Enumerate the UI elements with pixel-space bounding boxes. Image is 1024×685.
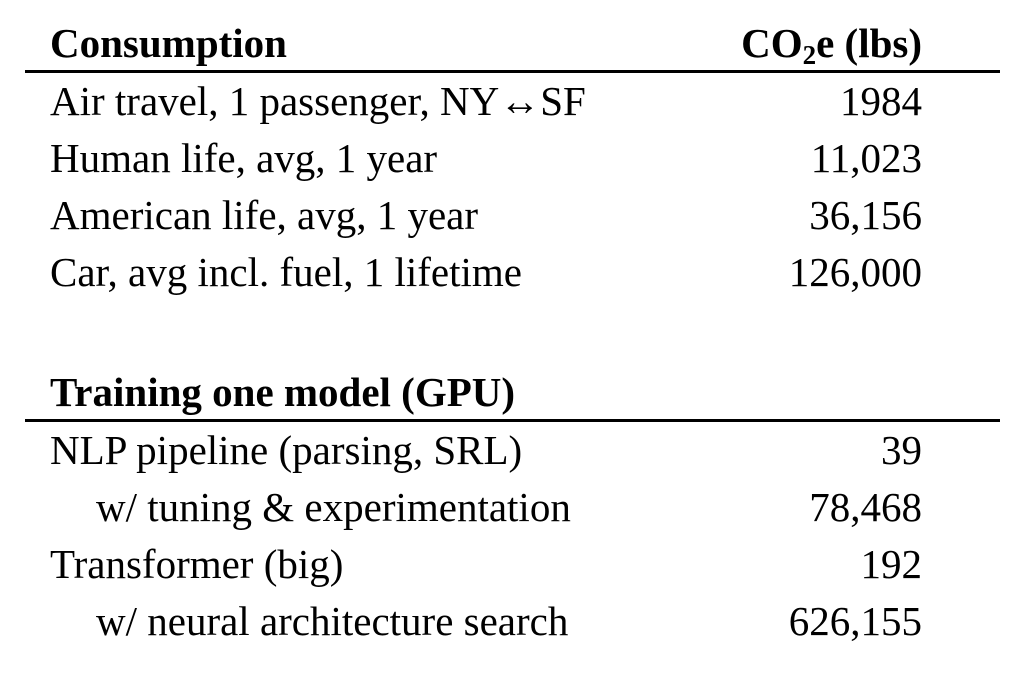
row-label: NLP pipeline (parsing, SRL) [50, 427, 523, 473]
row-value: 78,468 [809, 484, 922, 530]
co2e-prefix: CO [741, 20, 803, 66]
section-header-training: Training one model (GPU) [50, 369, 516, 415]
table-row-nlp-tuning: w/ tuning & experimentation 78,468 [25, 479, 1000, 536]
column-header-co2e: CO2e (lbs) [741, 16, 1000, 82]
training-header-row: Training one model (GPU) [25, 365, 1000, 419]
row-label: w/ tuning & experimentation [96, 484, 571, 530]
header-rule-consumption [25, 70, 1000, 73]
row-label: w/ neural architecture search [96, 598, 569, 644]
section-gap [25, 301, 1000, 365]
table-row-air-travel: Air travel, 1 passenger, NY↔SF 1984 [25, 73, 1000, 130]
header-rule-training [25, 419, 1000, 422]
consumption-header-row: Consumption CO2e (lbs) [25, 16, 1000, 70]
table-row-car: Car, avg incl. fuel, 1 lifetime 126,000 [25, 244, 1000, 301]
row-label: Human life, avg, 1 year [50, 135, 438, 181]
row-label: Air travel, 1 passenger, NY↔SF [50, 78, 586, 124]
table-row-transformer: Transformer (big) 192 [25, 536, 1000, 593]
emissions-table: Consumption CO2e (lbs) Air travel, 1 pas… [25, 16, 1000, 650]
row-value: 126,000 [788, 249, 922, 295]
row-value: 626,155 [788, 598, 922, 644]
table-row-american-life: American life, avg, 1 year 36,156 [25, 187, 1000, 244]
co2e-subscript: 2 [802, 40, 817, 70]
row-value: 192 [860, 541, 923, 587]
row-label: Car, avg incl. fuel, 1 lifetime [50, 249, 522, 295]
column-header-consumption: Consumption [50, 20, 287, 66]
row-label: Transformer (big) [50, 541, 344, 587]
row-value: 39 [881, 427, 922, 473]
row-value: 1984 [840, 78, 922, 124]
row-value: 36,156 [809, 192, 922, 238]
table-row-human-life: Human life, avg, 1 year 11,023 [25, 130, 1000, 187]
table-row-nas: w/ neural architecture search 626,155 [25, 593, 1000, 650]
row-label: American life, avg, 1 year [50, 192, 479, 238]
table-row-nlp-pipeline: NLP pipeline (parsing, SRL) 39 [25, 422, 1000, 479]
row-value: 11,023 [810, 135, 922, 181]
co2e-suffix: e (lbs) [816, 20, 922, 66]
